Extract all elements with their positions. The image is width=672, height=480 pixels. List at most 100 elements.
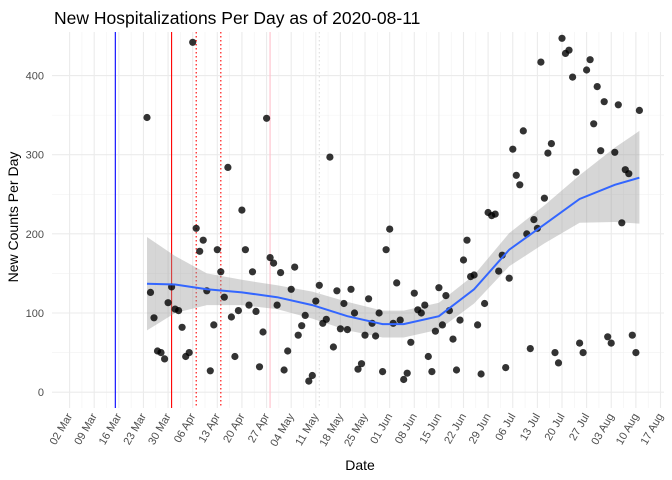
data-point — [150, 314, 158, 322]
data-point — [516, 181, 524, 189]
data-point — [248, 268, 257, 276]
data-point — [540, 194, 549, 202]
data-point — [456, 316, 464, 324]
data-point — [505, 274, 513, 282]
data-point — [512, 171, 520, 179]
data-point — [305, 377, 313, 385]
data-points — [143, 34, 644, 385]
data-point — [315, 281, 323, 289]
x-axis-title: Date — [345, 457, 375, 473]
data-point — [590, 120, 598, 128]
data-point — [544, 149, 552, 157]
data-point — [421, 301, 429, 309]
data-point — [263, 114, 271, 122]
data-point — [357, 360, 366, 368]
data-point — [604, 333, 612, 341]
confidence-ribbon — [147, 130, 640, 338]
y-axis-title: New Counts Per Day — [5, 152, 21, 283]
data-point — [393, 279, 401, 287]
data-point — [495, 267, 503, 275]
data-point — [241, 246, 249, 254]
data-point — [537, 58, 545, 66]
data-point — [428, 368, 436, 376]
data-point — [255, 363, 264, 371]
data-point — [379, 368, 387, 376]
data-point — [403, 369, 411, 377]
data-point — [424, 352, 432, 361]
data-point — [614, 101, 622, 109]
data-point — [635, 106, 644, 114]
data-point — [611, 148, 619, 156]
data-point — [452, 366, 461, 374]
data-point — [438, 321, 446, 329]
data-point — [586, 56, 594, 64]
data-point — [435, 284, 443, 292]
data-point — [146, 288, 155, 296]
data-point — [340, 299, 348, 308]
data-point — [491, 210, 499, 218]
data-point — [365, 295, 373, 303]
data-point — [558, 34, 566, 42]
data-point — [554, 359, 563, 367]
data-point — [386, 225, 394, 233]
data-point — [270, 259, 278, 267]
data-point — [576, 339, 584, 347]
data-point — [597, 147, 605, 155]
data-point — [526, 345, 534, 353]
data-point — [227, 313, 235, 321]
data-point — [375, 309, 383, 317]
confidence-band — [147, 130, 640, 338]
data-point — [372, 332, 380, 340]
data-point — [431, 327, 439, 335]
y-tick-label: 300 — [26, 150, 44, 162]
data-point — [294, 331, 302, 339]
data-point — [593, 83, 601, 91]
data-point — [336, 325, 344, 333]
data-point — [284, 347, 292, 355]
data-point — [474, 321, 482, 329]
data-point — [509, 145, 517, 153]
data-point — [618, 219, 626, 227]
data-point — [287, 285, 295, 293]
data-point — [252, 307, 260, 315]
data-point — [347, 285, 355, 293]
data-point — [459, 256, 468, 264]
data-point — [607, 339, 615, 347]
data-point — [343, 326, 351, 334]
data-point — [312, 297, 320, 305]
data-point — [551, 349, 559, 357]
data-point — [175, 307, 183, 315]
y-tick-label: 400 — [26, 71, 44, 83]
data-point — [143, 113, 151, 122]
data-point — [572, 168, 580, 176]
data-point — [277, 269, 285, 277]
data-point — [632, 349, 640, 357]
data-point — [382, 246, 390, 254]
data-point — [333, 287, 341, 295]
data-point — [361, 331, 369, 339]
y-tick-label: 0 — [38, 387, 44, 399]
data-point — [266, 254, 274, 262]
data-point — [161, 355, 169, 363]
data-point — [583, 66, 591, 74]
data-point — [417, 309, 425, 317]
data-point — [164, 299, 172, 307]
data-point — [273, 301, 281, 309]
data-point — [519, 127, 527, 135]
data-point — [259, 328, 267, 336]
trend-line — [146, 176, 640, 326]
data-point — [329, 343, 337, 351]
chart-title: New Hospitalizations Per Day as of 2020-… — [54, 8, 420, 28]
data-point — [628, 331, 636, 339]
data-point — [245, 301, 253, 309]
data-point — [199, 236, 207, 244]
data-point — [463, 236, 471, 244]
data-point — [206, 367, 214, 375]
data-point — [224, 163, 232, 171]
data-point — [477, 370, 485, 378]
reference-lines — [114, 32, 320, 408]
data-point — [396, 316, 404, 324]
data-point — [350, 309, 359, 317]
data-point — [220, 293, 228, 301]
